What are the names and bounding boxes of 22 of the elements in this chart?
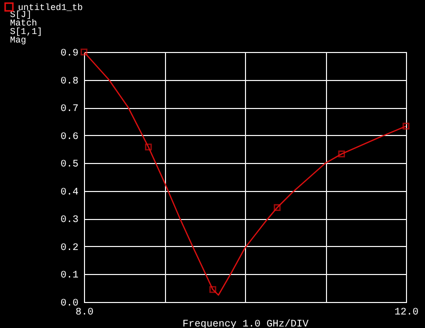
- x-tick-label: 8.0: [75, 308, 94, 318]
- point: [80, 48, 88, 56]
- y-tick-label: 0.5: [60, 160, 78, 171]
- y-tick-label: 0.3: [60, 215, 78, 226]
- y-tick-label: 0.8: [60, 76, 78, 88]
- y-tick-label: 0.0: [60, 298, 78, 310]
- point: [402, 122, 410, 130]
- point: [209, 286, 216, 293]
- y-tick-label: 0.7: [60, 104, 78, 116]
- text: S[J]: [10, 10, 32, 20]
- point: [338, 150, 345, 158]
- y-tick-label: 0.4: [60, 187, 78, 198]
- point: [274, 204, 281, 211]
- point: [145, 144, 152, 150]
- x-tick-label: 12.0: [394, 308, 419, 318]
- text: S[1,1]: [10, 27, 42, 37]
- y-tick-label: 0.9: [60, 48, 78, 60]
- y-tick-label: 0.1: [60, 270, 78, 282]
- text: Match: [10, 18, 38, 28]
- y-tick-label: 0.2: [60, 242, 78, 254]
- y-tick-label: 0.6: [60, 132, 78, 143]
- text: Mag: [10, 36, 26, 46]
